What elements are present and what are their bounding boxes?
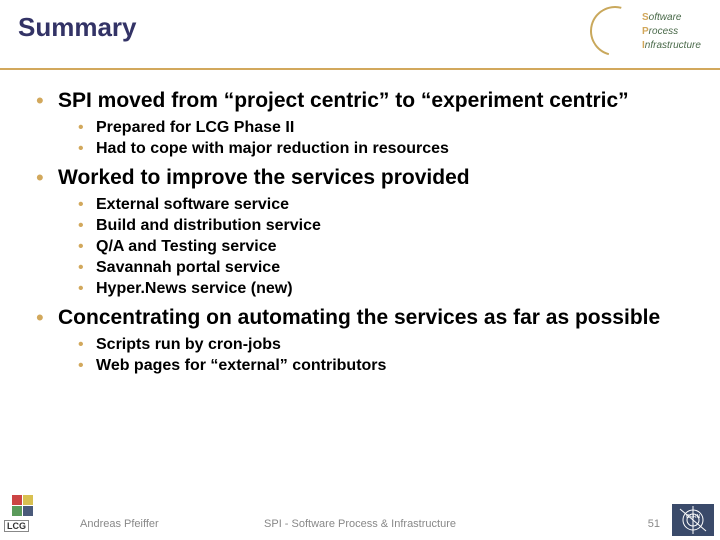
sub-bullet-list: Prepared for LCG Phase II Had to cope wi…: [78, 118, 684, 159]
spi-word-1: Software: [642, 12, 681, 23]
slide-content: SPI moved from “project centric” to “exp…: [0, 70, 720, 376]
sub-bullet-text: Web pages for “external” contributors: [96, 357, 386, 374]
sub-bullet-item: External software service: [78, 195, 684, 215]
sub-bullet-item: Had to cope with major reduction in reso…: [78, 139, 684, 159]
sub-bullet-item: Hyper.News service (new): [78, 279, 684, 299]
bullet-text: Worked to improve the services provided: [58, 165, 684, 191]
footer-page-number: 51: [648, 518, 660, 530]
sub-bullet-item: Prepared for LCG Phase II: [78, 118, 684, 138]
slide-header: Summary Software Process Infrastructure: [0, 0, 720, 70]
sub-bullet-list: External software service Build and dist…: [78, 195, 684, 299]
slide-footer: LCG Andreas Pfeiffer SPI - Software Proc…: [0, 502, 720, 540]
cern-icon: CERN: [674, 506, 712, 534]
sub-bullet-text: Had to cope with major reduction in reso…: [96, 140, 449, 157]
header-rule: [0, 68, 720, 70]
bullet-text: SPI moved from “project centric” to “exp…: [58, 88, 684, 114]
sub-bullet-list: Scripts run by cron-jobs Web pages for “…: [78, 335, 684, 376]
bullet-list: SPI moved from “project centric” to “exp…: [36, 88, 684, 376]
sub-bullet-item: Savannah portal service: [78, 258, 684, 278]
spi-logo: Software Process Infrastructure: [590, 6, 710, 61]
sub-bullet-text: Savannah portal service: [96, 259, 280, 276]
sub-bullet-text: Scripts run by cron-jobs: [96, 336, 281, 353]
spi-arc-icon: [581, 0, 649, 65]
bullet-item: Worked to improve the services provided …: [36, 165, 684, 299]
sub-bullet-text: Prepared for LCG Phase II: [96, 119, 294, 136]
bullet-item: Concentrating on automating the services…: [36, 305, 684, 376]
sub-bullet-item: Build and distribution service: [78, 216, 684, 236]
spi-word-3: Infrastructure: [642, 40, 701, 51]
cern-logo: CERN: [672, 504, 714, 536]
spi-word-2: Process: [642, 26, 678, 37]
bullet-item: SPI moved from “project centric” to “exp…: [36, 88, 684, 159]
sub-bullet-text: Q/A and Testing service: [96, 238, 277, 255]
sub-bullet-item: Q/A and Testing service: [78, 237, 684, 257]
footer-center: SPI - Software Process & Infrastructure: [0, 518, 720, 530]
sub-bullet-item: Scripts run by cron-jobs: [78, 335, 684, 355]
sub-bullet-text: Build and distribution service: [96, 217, 321, 234]
sub-bullet-text: Hyper.News service (new): [96, 280, 293, 297]
cern-text: CERN: [686, 514, 701, 520]
bullet-text: Concentrating on automating the services…: [58, 305, 684, 331]
sub-bullet-item: Web pages for “external” contributors: [78, 356, 684, 376]
sub-bullet-text: External software service: [96, 196, 289, 213]
lcg-grid-icon: [12, 495, 42, 516]
